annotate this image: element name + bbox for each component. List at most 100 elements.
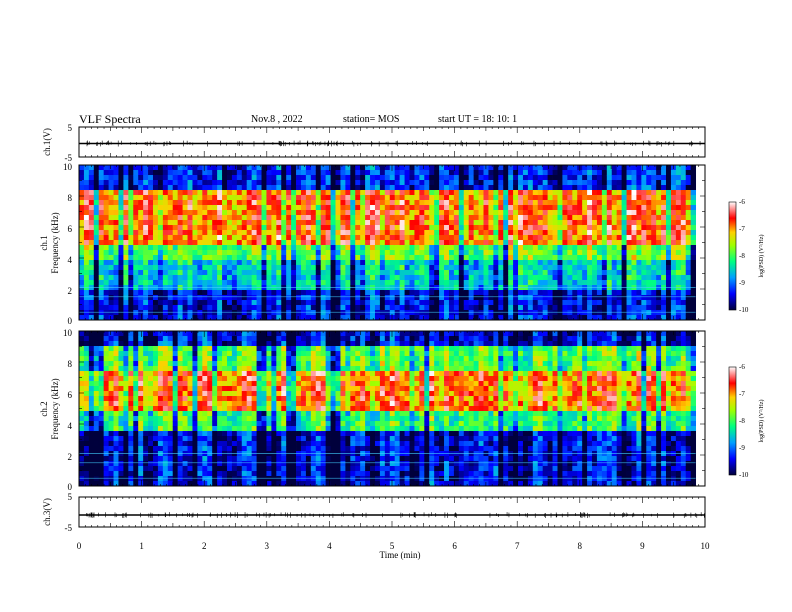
spectrogram-cell	[192, 180, 198, 186]
spectrogram-cell	[666, 315, 672, 321]
spectrogram-cell	[503, 180, 509, 186]
spectrogram-cell	[266, 295, 272, 301]
spectrogram-cell	[83, 250, 90, 256]
spectrogram-cell	[661, 275, 667, 281]
spectrogram-cell	[631, 295, 637, 301]
spectrogram-cell	[182, 315, 188, 321]
spectrogram-cell	[251, 275, 257, 281]
spectrogram-cell	[458, 220, 465, 226]
spectrogram-cell	[172, 210, 179, 216]
spectrogram-cell	[162, 165, 169, 171]
spectrogram-cell	[621, 290, 627, 296]
spectrogram-cell	[103, 366, 109, 372]
spectrogram-cell	[93, 381, 100, 387]
spectrogram-cell	[424, 170, 430, 176]
spectrogram-cell	[493, 275, 499, 281]
spectrogram-cell	[177, 411, 183, 417]
spectrogram-cell	[414, 250, 420, 256]
spectrogram-cell	[162, 180, 169, 186]
spectrogram-cell	[429, 230, 435, 236]
spectrogram-cell	[419, 180, 425, 186]
spectrogram-cell	[103, 200, 109, 206]
spectrogram-cell	[133, 346, 139, 352]
spectrogram-cell	[157, 290, 164, 296]
spectrogram-cell	[291, 200, 297, 206]
spectrogram-cell	[251, 280, 257, 286]
spectrogram-cell	[162, 406, 169, 412]
spectrogram-cell	[212, 195, 218, 201]
spectrogram-cell	[315, 235, 322, 241]
spectrogram-cell	[108, 260, 114, 266]
spectrogram-cell	[360, 175, 366, 181]
spectrogram-cell	[547, 235, 553, 241]
spectrogram-cell	[266, 200, 272, 206]
spectrogram-cell	[532, 185, 539, 191]
spectrogram-cell	[157, 356, 164, 362]
spectrogram-cell	[330, 165, 336, 171]
spectrogram-cell	[108, 366, 114, 372]
spectrogram-cell	[374, 265, 381, 271]
spectrogram-cell	[567, 215, 573, 221]
spectrogram-cell	[152, 396, 159, 402]
spectrogram-cell	[212, 180, 218, 186]
spectrogram-cell	[320, 280, 327, 286]
spectrogram-cell	[552, 165, 558, 171]
spectrogram-cell	[409, 170, 415, 176]
spectrogram-cell	[542, 210, 549, 216]
spectrogram-cell	[192, 391, 198, 397]
spectrogram-cell	[202, 215, 208, 221]
spectrogram-cell	[567, 170, 573, 176]
spectrogram-cell	[192, 406, 198, 412]
spectrogram-cell	[108, 381, 114, 387]
spectrogram-cell	[409, 290, 415, 296]
spectrogram-cell	[552, 255, 558, 261]
spectrogram-cell	[621, 250, 627, 256]
spectrogram-cell	[522, 300, 529, 306]
spectrogram-cell	[557, 235, 563, 241]
spectrogram-cell	[596, 170, 603, 176]
spectrogram-cell	[246, 275, 253, 281]
spectrogram-cell	[310, 295, 317, 301]
spectrogram-cell	[217, 270, 223, 276]
spectrogram-cell	[246, 220, 253, 226]
spectrogram-cell	[384, 185, 391, 191]
spectrogram-cell	[152, 315, 159, 321]
spectrogram-cell	[300, 170, 307, 176]
spectrogram-cell	[79, 386, 85, 392]
spectrogram-cell	[212, 250, 218, 256]
spectrogram-cell	[394, 220, 401, 226]
spectrogram-cell	[379, 260, 386, 266]
spectrogram-cell	[355, 165, 361, 171]
spectrogram-cell	[98, 210, 105, 216]
spectrogram-cell	[355, 250, 361, 256]
spectrogram-cell	[197, 411, 203, 417]
spectrogram-cell	[296, 215, 302, 221]
spectrogram-cell	[212, 295, 218, 301]
spectrogram-cell	[493, 305, 499, 311]
spectrogram-cell	[651, 275, 657, 281]
spectrogram-cell	[261, 170, 267, 176]
spectrogram-cell	[651, 270, 657, 276]
spectrogram-cell	[271, 245, 277, 251]
spectrogram-cell	[453, 260, 460, 266]
spectrogram-cell	[646, 175, 652, 181]
spectrogram-cell	[192, 341, 198, 347]
spectrogram-cell	[251, 225, 257, 231]
spectrogram-cell	[522, 250, 529, 256]
spectrogram-cell	[226, 396, 233, 402]
spectrogram-cell	[522, 315, 529, 321]
spectrogram-cell	[355, 190, 361, 196]
spectrogram-cell	[547, 270, 553, 276]
spectrogram-cell	[300, 225, 307, 231]
spectrogram-cell	[547, 275, 553, 281]
spectrogram-cell	[148, 165, 154, 171]
spectrogram-cell	[138, 245, 144, 251]
spectrogram-cell	[271, 235, 277, 241]
spectrogram-cell	[118, 436, 124, 442]
spectrogram-cell	[162, 431, 169, 437]
spectrogram-cell	[118, 386, 124, 392]
spectrogram-cell	[83, 175, 90, 181]
spectrogram-cell	[508, 210, 514, 216]
spectrogram-cell	[503, 260, 509, 266]
spectrogram-cell	[631, 240, 637, 246]
